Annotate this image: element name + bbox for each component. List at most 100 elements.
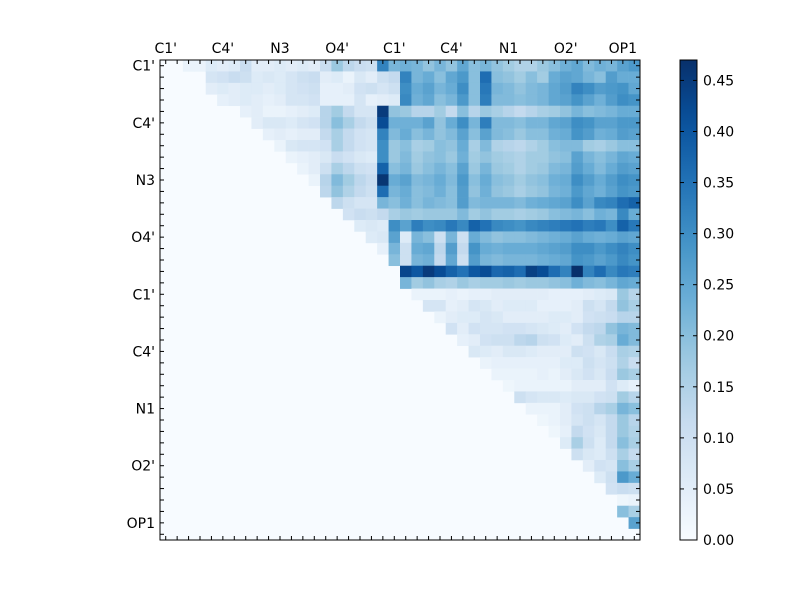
heatmap-cell: [354, 105, 367, 118]
heatmap-cell: [560, 322, 572, 335]
heatmap-cell: [605, 208, 618, 221]
heatmap-cell: [411, 265, 424, 278]
heatmap-cell: [491, 105, 504, 118]
heatmap-cell: [434, 82, 447, 95]
heatmap-cell: [617, 277, 629, 289]
heatmap-cell: [548, 254, 561, 267]
heatmap-cell: [377, 242, 389, 255]
heatmap-cell: [240, 105, 252, 118]
heatmap-cell: [240, 82, 252, 95]
heatmap-cell: [537, 208, 549, 221]
heatmap-cell: [537, 174, 549, 187]
heatmap-cell: [377, 82, 389, 95]
heatmap-cell: [445, 128, 458, 141]
heatmap-cell: [548, 334, 561, 347]
heatmap-cell: [594, 265, 607, 278]
heatmap-cell: [560, 105, 572, 118]
heatmap-cell: [491, 311, 504, 324]
heatmap-cell: [560, 300, 572, 312]
heatmap-cell: [571, 288, 584, 301]
heatmap-cell: [525, 105, 538, 118]
heatmap-cell: [628, 357, 641, 369]
heatmap-cell: [228, 94, 241, 107]
heatmap-cell: [434, 185, 447, 198]
heatmap-cell: [525, 151, 538, 164]
heatmap-cell: [480, 300, 492, 312]
heatmap-cell: [514, 174, 527, 187]
heatmap-cell: [582, 231, 595, 244]
heatmap-cell: [331, 60, 344, 72]
heatmap-cell: [537, 334, 549, 347]
heatmap-cell: [548, 380, 561, 392]
heatmap-cell: [445, 151, 458, 164]
heatmap-cell: [491, 345, 504, 358]
heatmap-cell: [480, 322, 492, 335]
heatmap-cell: [400, 82, 412, 95]
heatmap-cell: [617, 471, 629, 484]
heatmap-cell: [502, 231, 515, 244]
heatmap-cell: [205, 60, 218, 72]
heatmap-cell: [445, 265, 458, 278]
heatmap-cell: [537, 117, 549, 129]
heatmap-cell: [628, 254, 641, 267]
heatmap-cell: [571, 60, 584, 72]
heatmap-cell: [548, 174, 561, 187]
heatmap-cell: [560, 391, 572, 404]
heatmap-cell: [331, 94, 344, 107]
heatmap-cell: [617, 128, 629, 141]
heatmap-cell: [514, 82, 527, 95]
heatmap-cell: [514, 322, 527, 335]
heatmap-cell: [605, 345, 618, 358]
heatmap-cell: [457, 288, 469, 301]
heatmap-cell: [514, 380, 527, 392]
heatmap-cell: [560, 242, 572, 255]
heatmap-cell: [560, 185, 572, 198]
heatmap-cell: [537, 231, 549, 244]
heatmap-cell: [400, 60, 412, 72]
heatmap-cell: [560, 288, 572, 301]
colorbar-tick-label: 0.45: [703, 73, 734, 89]
heatmap-cell: [468, 197, 481, 209]
heatmap-cell: [502, 117, 515, 129]
heatmap-cell: [457, 140, 469, 152]
heatmap-cell: [434, 117, 447, 129]
heatmap-cell: [228, 71, 241, 84]
heatmap-cell: [365, 151, 378, 164]
colorbar-tick-label: 0.25: [703, 278, 734, 294]
colorbar: [679, 59, 698, 541]
heatmap-cell: [388, 128, 401, 141]
heatmap-cell: [548, 94, 561, 107]
heatmap-cell: [491, 220, 504, 232]
heatmap-cell: [571, 174, 584, 187]
heatmap-cell: [560, 437, 572, 449]
heatmap-cell: [628, 265, 641, 278]
heatmap-cell: [594, 311, 607, 324]
heatmap-cell: [605, 254, 618, 267]
heatmap-cell: [582, 311, 595, 324]
heatmap-cell: [457, 322, 469, 335]
heatmap-cell: [434, 311, 447, 324]
heatmap-cell: [468, 71, 481, 84]
heatmap-cell: [331, 71, 344, 84]
heatmap-cell: [548, 220, 561, 232]
heatmap-cell: [582, 117, 595, 129]
heatmap-cell: [605, 185, 618, 198]
heatmap-cell: [262, 82, 275, 95]
heatmap-cell: [594, 128, 607, 141]
heatmap-cell: [445, 311, 458, 324]
heatmap-cell: [274, 117, 287, 129]
heatmap-cell: [331, 128, 344, 141]
heatmap-cell: [457, 185, 469, 198]
heatmap-cell: [628, 231, 641, 244]
heatmap-cell: [605, 265, 618, 278]
heatmap-cell: [468, 151, 481, 164]
heatmap-cell: [445, 82, 458, 95]
heatmap-cell: [320, 94, 332, 107]
heatmap-cell: [480, 345, 492, 358]
heatmap-cell: [400, 174, 412, 187]
heatmap-cell: [582, 71, 595, 84]
heatmap-cell: [411, 231, 424, 244]
heatmap-cell: [457, 174, 469, 187]
heatmap-cell: [434, 60, 447, 72]
heatmap-cell: [548, 300, 561, 312]
